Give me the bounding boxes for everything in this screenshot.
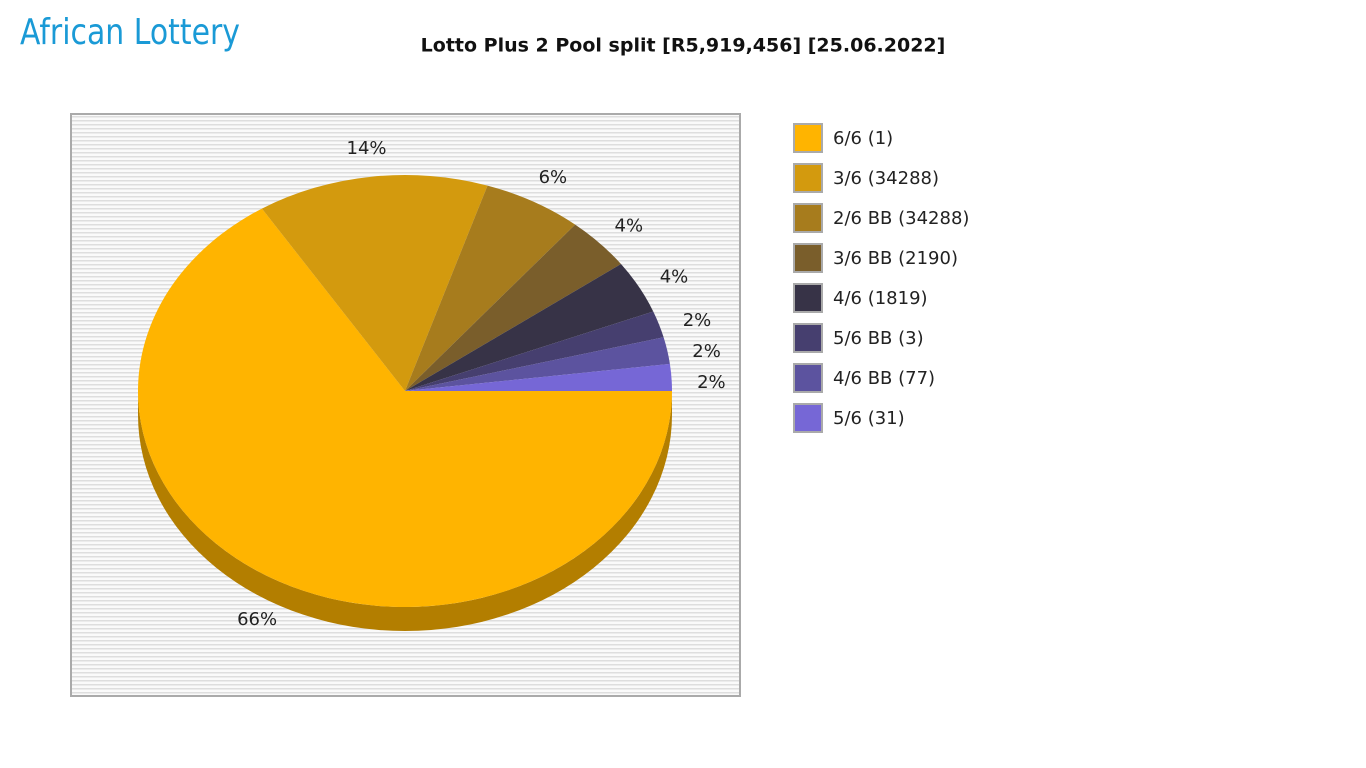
legend-swatch bbox=[793, 163, 823, 193]
legend-label: 5/6 (31) bbox=[833, 408, 905, 429]
legend-swatch bbox=[793, 203, 823, 233]
slice-label: 4% bbox=[660, 267, 689, 288]
legend-swatch bbox=[793, 323, 823, 353]
legend: 6/6 (1) 3/6 (34288) 2/6 BB (34288) 3/6 BB (… bbox=[793, 123, 969, 433]
slice bbox=[405, 264, 654, 391]
legend-label: 3/6 BB (2190) bbox=[833, 248, 958, 269]
slice bbox=[138, 208, 673, 607]
legend-swatch bbox=[793, 283, 823, 313]
legend-label: 2/6 BB (34288) bbox=[833, 208, 969, 229]
legend-label: 6/6 (1) bbox=[833, 128, 893, 149]
logo: African Lottery bbox=[20, 12, 240, 53]
legend-swatch bbox=[793, 123, 823, 153]
slice bbox=[405, 185, 576, 391]
slice-label: 2% bbox=[697, 372, 726, 393]
legend-swatch bbox=[793, 403, 823, 433]
slice-label: 4% bbox=[615, 215, 644, 236]
legend-label: 3/6 (34288) bbox=[833, 168, 939, 189]
slice-label: 2% bbox=[692, 341, 721, 362]
slice bbox=[405, 311, 664, 391]
slice-label: 6% bbox=[539, 167, 568, 188]
slice bbox=[405, 363, 672, 391]
slice-label: 66% bbox=[237, 609, 277, 630]
legend-label: 4/6 (1819) bbox=[833, 288, 928, 309]
slice bbox=[405, 337, 670, 391]
pie: 66% 14% 6% 4% 4% 2% 2% 2% bbox=[138, 138, 726, 631]
legend-label: 5/6 BB (3) bbox=[833, 328, 924, 349]
slice bbox=[405, 224, 622, 391]
slice-label: 14% bbox=[347, 138, 387, 159]
legend-swatch bbox=[793, 363, 823, 393]
slice bbox=[261, 174, 488, 391]
slice-label: 2% bbox=[683, 310, 712, 331]
chart-title: Lotto Plus 2 Pool split [R5,919,456] [25… bbox=[421, 35, 946, 57]
legend-swatch bbox=[793, 243, 823, 273]
legend-label: 4/6 BB (77) bbox=[833, 368, 935, 389]
